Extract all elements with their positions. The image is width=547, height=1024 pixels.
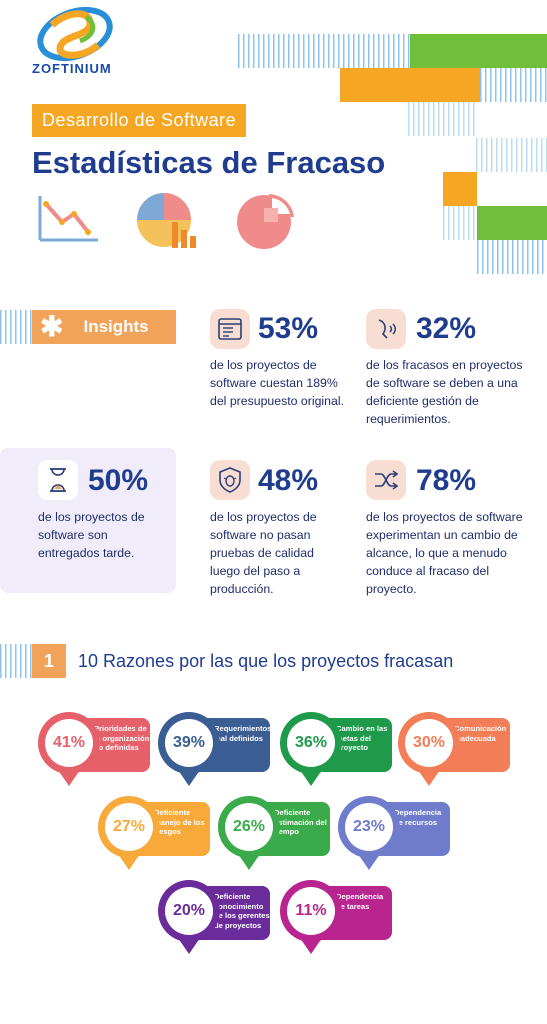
listening-ear-icon [366, 309, 406, 349]
reason-pin: 30% [398, 712, 460, 786]
reason-label: Deficiente conocimiento de los gerentes … [214, 892, 270, 930]
reason-label: Deficiente estimación del tiempo [274, 808, 327, 836]
decor-stripes [476, 138, 547, 172]
brand-name: ZOFTINIUM [32, 61, 112, 76]
reason-percent: 36% [287, 719, 335, 767]
reason-label: Cambio en las metas del proyecto [336, 724, 388, 752]
decor-block [410, 34, 547, 68]
reason-pin: 39% [158, 712, 220, 786]
stat-text: de los proyectos de software cuestan 189… [210, 358, 344, 408]
insights-tag: ✱ Insights [32, 310, 176, 344]
reason-percent: 26% [225, 803, 273, 851]
reason-percent: 30% [405, 719, 453, 767]
decor-stripes [477, 240, 547, 274]
stat-percent: 78% [416, 464, 477, 497]
section-number: 1 [32, 644, 66, 678]
pie-chart-icon [237, 194, 294, 249]
stat-text: de los proyectos de software experimenta… [366, 510, 523, 596]
reason-percent: 11% [287, 887, 335, 935]
stat-percent: 48% [258, 464, 319, 497]
decor-stripes [480, 68, 547, 102]
reason-percent: 41% [45, 719, 93, 767]
stat-card-highlight [0, 448, 176, 593]
page-title: Estadísticas de Fracaso [32, 145, 386, 180]
shuffle-icon [366, 460, 406, 500]
pie-bar-chart-icon [137, 193, 196, 248]
stat-percent: 32% [416, 312, 477, 345]
decor-stripes [443, 206, 477, 240]
decor-stripes [408, 102, 478, 136]
reason-percent: 23% [345, 803, 393, 851]
reason-label: Comunicación inadecuada [454, 724, 507, 743]
reason-pin: 23% [338, 796, 400, 870]
zoftinium-logo-icon [37, 6, 113, 62]
bug-shield-icon [210, 460, 250, 500]
decor-block [340, 68, 480, 102]
asterisk-icon: ✱ [40, 311, 64, 342]
stat-percent: 50% [88, 464, 149, 497]
reason-pin: 36% [280, 712, 342, 786]
section-title: 10 Razones por las que los proyectos fra… [78, 651, 454, 671]
reason-label: Dependencia de recursos [394, 808, 442, 827]
reason-pin: 26% [218, 796, 280, 870]
reason-percent: 20% [165, 887, 213, 935]
reason-label: Prioridades de la organización no defini… [94, 724, 150, 752]
line-chart-icon [38, 196, 98, 242]
reason-label: Requerimientos mal definidos [214, 724, 272, 743]
logo: ZOFTINIUM [30, 5, 120, 77]
stat-percent: 53% [258, 312, 319, 345]
browser-window-icon [210, 309, 250, 349]
stat-text: de los fracasos en proyectos de software… [366, 358, 523, 426]
reason-percent: 27% [105, 803, 153, 851]
hourglass-icon [38, 460, 78, 500]
insights-label: Insights [83, 317, 149, 336]
decor-stripes [0, 310, 32, 344]
stat-text: de los proyectos de software no pasan pr… [210, 510, 317, 596]
reason-pin: 11% [280, 880, 342, 954]
reason-percent: 39% [165, 719, 213, 767]
decor-stripes [0, 644, 32, 678]
header-tag: Desarrollo de Software [32, 104, 247, 137]
reason-pin: 20% [158, 880, 220, 954]
decor-stripes [238, 34, 410, 68]
reason-pin: 41% [38, 712, 100, 786]
reason-label: Dependencia de tareas [336, 892, 384, 911]
decor-block [477, 206, 547, 240]
reason-label: Deficiente manejo de los riesgos [154, 808, 205, 836]
reason-pin: 27% [98, 796, 160, 870]
stat-text: de los proyectos de software son entrega… [38, 510, 145, 560]
decor-block [443, 172, 477, 206]
